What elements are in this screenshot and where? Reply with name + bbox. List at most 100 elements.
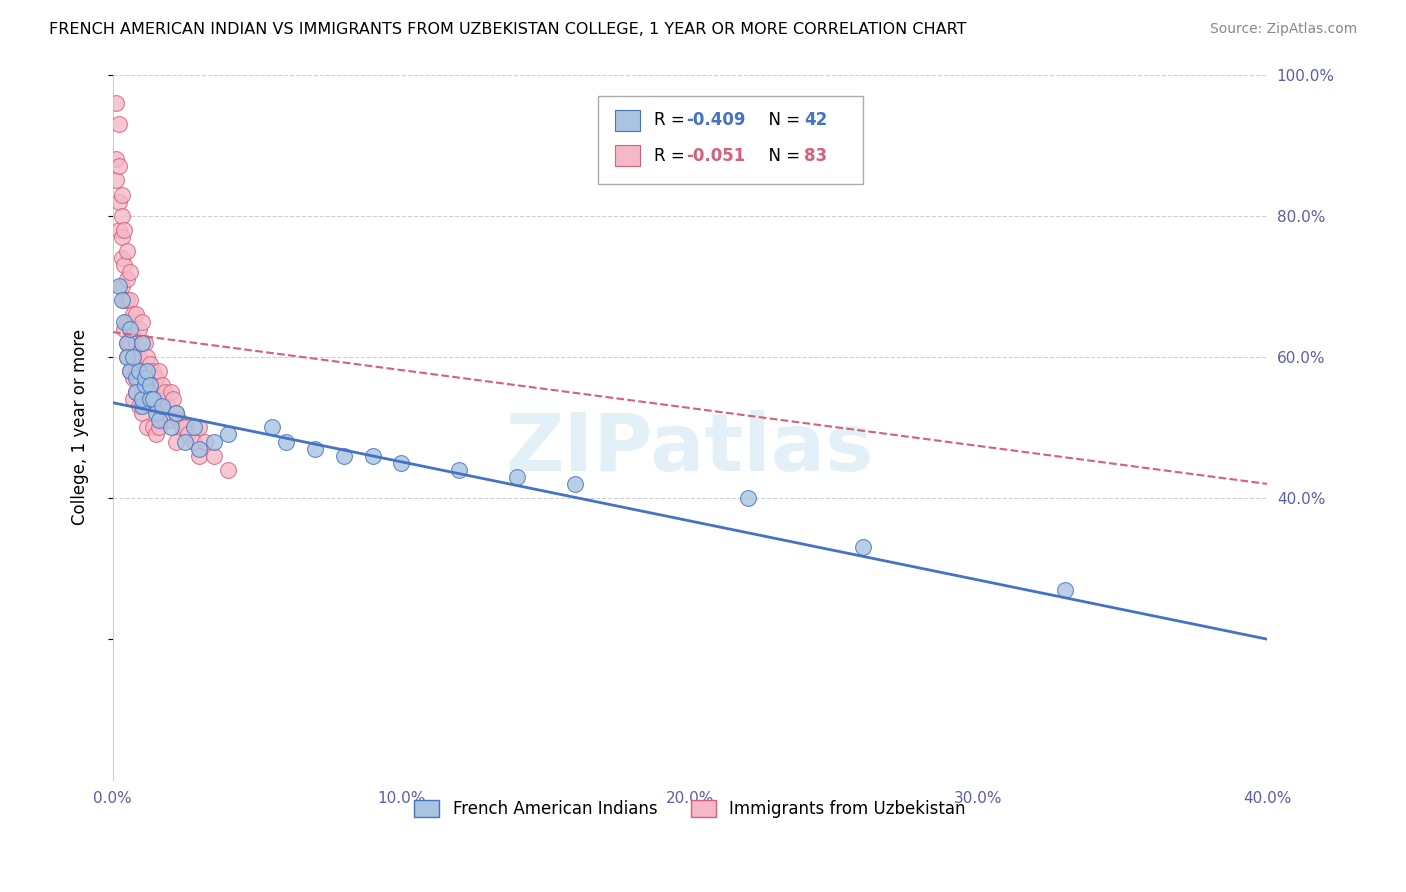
Point (150, 399, 173, 413)
Point (183, 420, 205, 434)
Point (150, 378, 173, 392)
Text: -0.409: -0.409 (686, 112, 747, 129)
FancyBboxPatch shape (614, 110, 640, 131)
Point (139, 385, 162, 400)
Point (112, 293, 135, 308)
Legend: French American Indians, Immigrants from Uzbekistan: French American Indians, Immigrants from… (408, 793, 972, 825)
Point (131, 385, 153, 400)
Point (120, 314, 142, 328)
Point (188, 449, 211, 463)
Point (120, 293, 142, 308)
Point (120, 265, 142, 279)
Point (183, 434, 205, 449)
Point (145, 371, 167, 385)
Point (332, 449, 354, 463)
Text: -0.051: -0.051 (686, 146, 745, 165)
Point (128, 371, 150, 385)
Point (104, 173, 127, 187)
Point (131, 406, 153, 420)
Point (139, 357, 162, 371)
Point (125, 371, 148, 385)
Point (162, 392, 184, 407)
Text: 42: 42 (804, 112, 828, 129)
Point (145, 399, 167, 413)
Point (128, 399, 150, 413)
Point (142, 364, 165, 378)
Point (120, 321, 142, 335)
Point (194, 434, 217, 449)
Point (110, 187, 132, 202)
Point (148, 413, 170, 427)
Point (136, 392, 159, 407)
Point (1054, 582, 1077, 597)
Point (134, 378, 156, 392)
Point (136, 364, 159, 378)
Point (125, 385, 148, 400)
Point (260, 420, 283, 434)
Point (159, 385, 181, 400)
Point (153, 413, 176, 427)
Text: R =: R = (654, 146, 690, 165)
Point (112, 314, 135, 328)
Point (110, 209, 132, 223)
Point (131, 399, 153, 413)
Point (165, 406, 187, 420)
Point (134, 371, 156, 385)
Point (131, 392, 153, 407)
Point (107, 279, 129, 293)
Point (167, 413, 190, 427)
Point (177, 427, 200, 442)
Text: N =: N = (758, 146, 806, 165)
Text: ZIPatlas: ZIPatlas (506, 409, 875, 488)
Point (120, 335, 142, 350)
Point (564, 476, 586, 491)
Point (139, 392, 162, 407)
Point (117, 244, 139, 258)
Point (145, 406, 167, 420)
Point (148, 392, 170, 407)
Point (153, 385, 176, 400)
Point (188, 442, 211, 456)
Point (304, 442, 326, 456)
Point (136, 350, 159, 364)
Point (128, 364, 150, 378)
Point (142, 392, 165, 407)
Point (172, 420, 194, 434)
Point (122, 350, 145, 364)
Point (449, 463, 471, 477)
Point (117, 314, 139, 328)
Point (107, 223, 129, 237)
Point (274, 434, 297, 449)
Point (125, 308, 148, 322)
Point (112, 258, 135, 272)
Point (110, 293, 132, 308)
Point (107, 194, 129, 209)
Point (117, 335, 139, 350)
Point (145, 427, 167, 442)
Point (389, 456, 412, 470)
Point (104, 95, 127, 110)
Y-axis label: College, 1 year or more: College, 1 year or more (72, 329, 89, 525)
Point (159, 413, 181, 427)
Point (122, 392, 145, 407)
Point (117, 272, 139, 286)
Point (202, 449, 225, 463)
Point (134, 335, 156, 350)
Text: R =: R = (654, 112, 690, 129)
Point (165, 434, 187, 449)
Point (117, 350, 139, 364)
Point (202, 434, 225, 449)
Point (120, 364, 142, 378)
Point (122, 350, 145, 364)
Point (110, 230, 132, 244)
Point (131, 314, 153, 328)
Point (125, 385, 148, 400)
Text: N =: N = (758, 112, 806, 129)
Point (361, 449, 384, 463)
Point (125, 364, 148, 378)
Point (217, 463, 239, 477)
Point (174, 434, 197, 449)
Point (110, 251, 132, 265)
Point (852, 541, 875, 555)
Point (217, 427, 239, 442)
